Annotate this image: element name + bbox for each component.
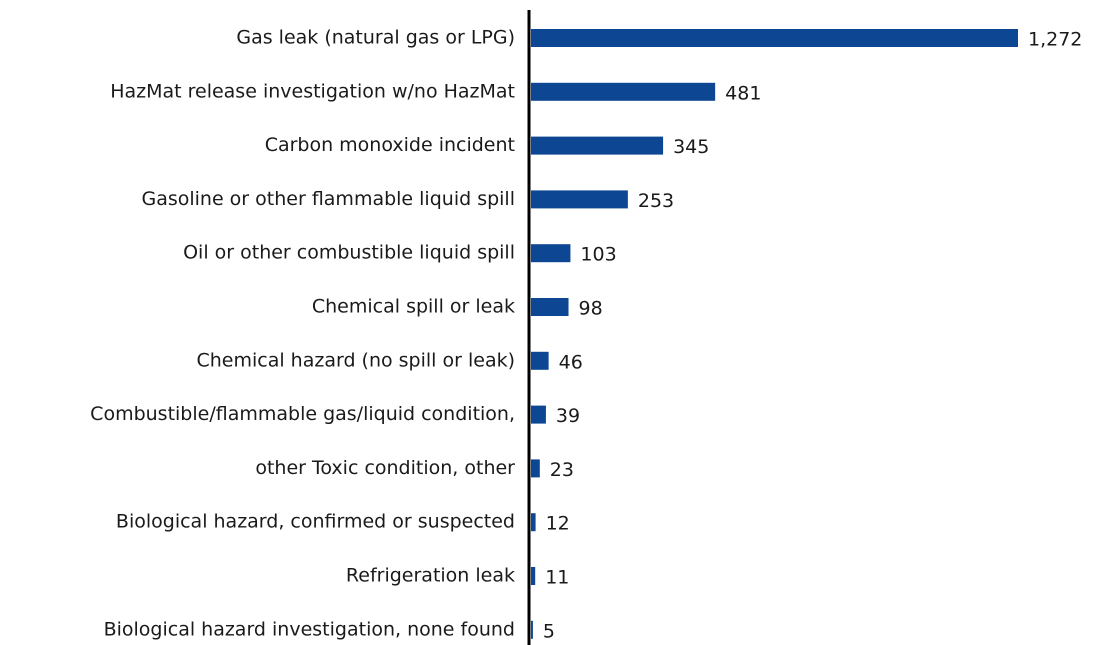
value-label: 12 [546, 513, 570, 535]
category-label: Refrigeration leak [346, 565, 515, 587]
category-label: Carbon monoxide incident [265, 134, 515, 156]
value-label: 98 [579, 298, 603, 320]
category-label: Chemical spill or leak [312, 296, 515, 318]
category-label: other Toxic condition, other [255, 457, 515, 479]
value-label: 46 [559, 351, 583, 373]
bar [531, 513, 536, 532]
value-label: 11 [545, 567, 569, 589]
value-label: 253 [638, 190, 674, 212]
category-label: HazMat release investigation w/no HazMat [110, 80, 515, 102]
bar [531, 351, 549, 370]
bar [531, 136, 664, 155]
category-label: Biological hazard, confirmed or suspecte… [116, 511, 515, 533]
category-label: Combustible/flammable gas/liquid conditi… [90, 403, 515, 425]
value-label: 481 [725, 82, 761, 104]
bar [531, 298, 569, 316]
bar [531, 405, 546, 424]
bar [531, 82, 716, 101]
category-label: Chemical hazard (no spill or leak) [196, 349, 515, 371]
category-label: Gas leak (natural gas or LPG) [236, 27, 515, 49]
value-label: 103 [580, 244, 616, 266]
category-label: Gasoline or other flammable liquid spill [141, 188, 515, 210]
bar [531, 190, 628, 209]
bar [531, 244, 571, 263]
category-label: Biological hazard investigation, none fo… [104, 618, 515, 640]
bar [531, 620, 533, 639]
value-label: 345 [673, 136, 709, 158]
bar [531, 29, 1018, 47]
value-label: 23 [550, 459, 574, 481]
bar [531, 567, 536, 585]
value-label: 39 [556, 405, 580, 427]
value-label: 5 [543, 620, 555, 642]
category-label: Oil or other combustible liquid spill [183, 242, 515, 264]
value-label: 1,272 [1028, 29, 1082, 51]
bar [531, 459, 540, 478]
